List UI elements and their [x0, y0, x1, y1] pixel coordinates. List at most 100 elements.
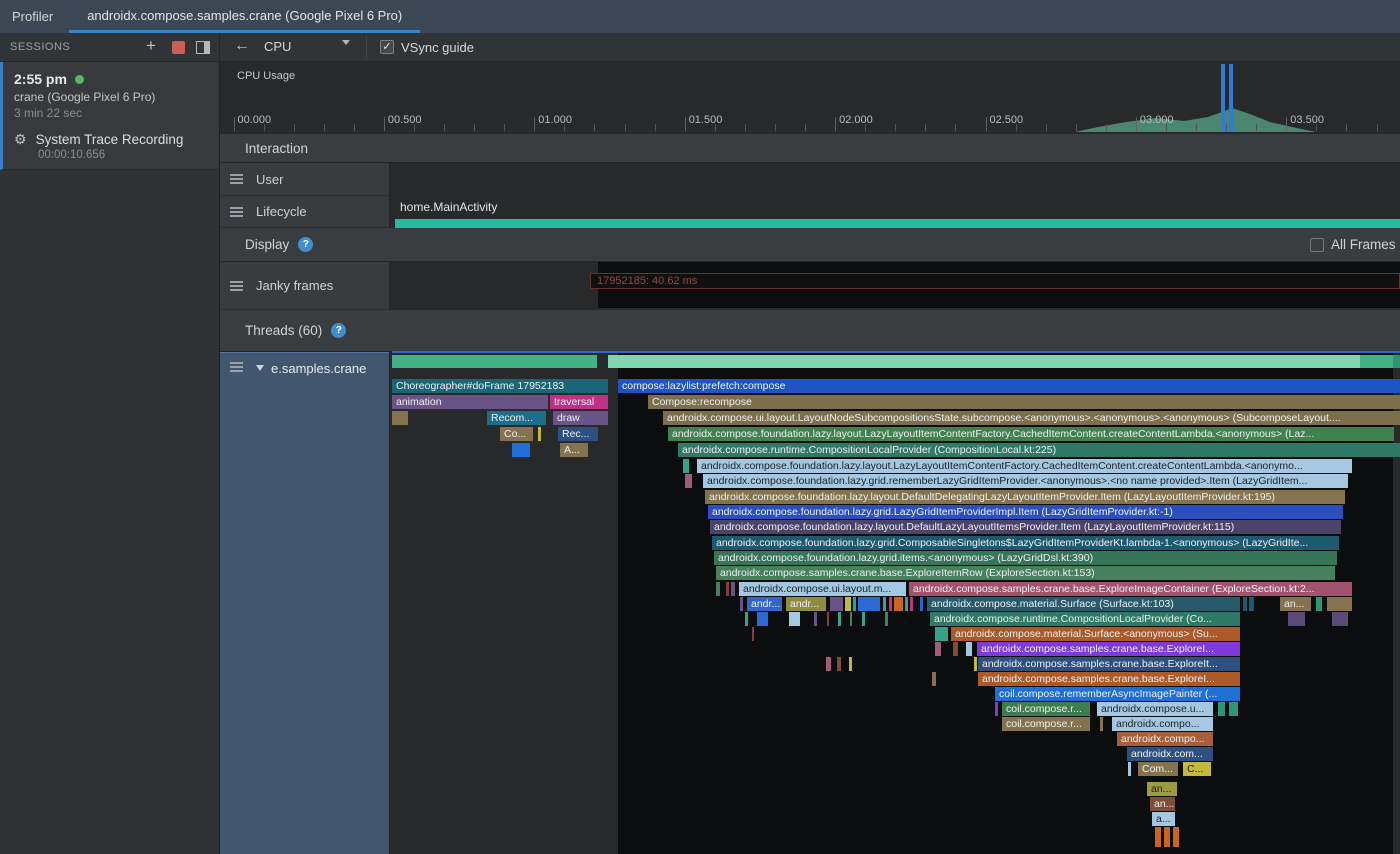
trace-span[interactable]: an...	[1280, 597, 1311, 611]
trace-span[interactable]	[920, 597, 923, 611]
trace-span[interactable]	[731, 582, 735, 596]
stop-recording-icon[interactable]	[172, 41, 185, 54]
trace-span[interactable]: androidx.compose.samples.crane.base.Expl…	[978, 657, 1240, 671]
selection-handle[interactable]	[1229, 64, 1233, 131]
trace-span[interactable]: androidx.compose.foundation.lazy.grid.Co…	[712, 536, 1339, 550]
selection-handle[interactable]	[1221, 64, 1225, 131]
trace-span[interactable]: androidx.compose.samples.crane.base.Expl…	[977, 642, 1240, 656]
section-threads[interactable]: Threads (60) ?	[220, 310, 1400, 352]
trace-span[interactable]	[685, 474, 692, 488]
trace-span[interactable]: C...	[1183, 762, 1211, 776]
trace-span[interactable]	[789, 612, 800, 626]
trace-span[interactable]	[1327, 597, 1352, 611]
lifecycle-event-bar[interactable]	[395, 219, 1400, 228]
trace-span[interactable]: traversal	[550, 395, 608, 409]
lifecycle-track-label[interactable]: Lifecycle	[220, 196, 390, 228]
drag-handle-icon[interactable]	[230, 284, 243, 287]
collapse-thread-icon[interactable]	[256, 365, 264, 371]
vsync-checkbox[interactable]: ✓	[380, 40, 394, 54]
help-icon[interactable]: ?	[331, 323, 347, 338]
trace-span[interactable]	[1164, 827, 1170, 847]
trace-span[interactable]: androidx.compose.foundation.lazy.layout.…	[668, 427, 1394, 441]
janky-frame-bar[interactable]: 17952185: 40.62 ms	[590, 273, 1400, 289]
trace-span[interactable]	[512, 443, 530, 457]
trace-span[interactable]: androidx.compose.foundation.lazy.layout.…	[697, 459, 1352, 473]
trace-span[interactable]: androidx.compose.material.Surface.<anony…	[951, 627, 1240, 641]
trace-span[interactable]: Recom...	[487, 411, 546, 425]
trace-span[interactable]	[838, 612, 841, 626]
add-session-icon[interactable]: +	[146, 36, 156, 55]
trace-span[interactable]: coil.compose.r...	[1002, 702, 1090, 716]
trace-span[interactable]	[392, 411, 408, 425]
trace-span[interactable]	[935, 642, 941, 656]
trace-span[interactable]: coil.compose.r...	[1002, 717, 1090, 731]
help-icon[interactable]: ?	[298, 237, 314, 252]
drag-handle-icon[interactable]	[230, 366, 243, 368]
session-item[interactable]: 2:55 pm crane (Google Pixel 6 Pro) 3 min…	[0, 62, 219, 170]
trace-span[interactable]	[995, 702, 998, 716]
recording-item[interactable]: ⚙ System Trace Recording	[14, 131, 209, 148]
trace-span[interactable]: compose:lazylist:prefetch:compose	[618, 379, 1400, 393]
trace-span[interactable]: Com...	[1138, 762, 1178, 776]
trace-span[interactable]: androidx.compose.samples.crane.base.Expl…	[716, 566, 1335, 580]
cpu-usage-track[interactable]: CPU Usage	[220, 62, 1400, 135]
trace-span[interactable]	[935, 627, 948, 641]
trace-span[interactable]: an...	[1147, 782, 1177, 796]
trace-span[interactable]	[538, 427, 541, 441]
user-track-area[interactable]	[390, 163, 1400, 196]
trace-span[interactable]	[910, 597, 913, 611]
trace-span[interactable]: Choreographer#doFrame 17952183	[392, 379, 608, 393]
trace-span[interactable]: A...	[560, 443, 588, 457]
trace-span[interactable]	[716, 582, 720, 596]
trace-span[interactable]	[932, 672, 936, 686]
trace-span[interactable]	[1218, 702, 1225, 716]
trace-span[interactable]	[1249, 597, 1254, 611]
trace-span[interactable]	[889, 597, 892, 611]
trace-span[interactable]: Compose:recompose	[648, 395, 1400, 409]
tab-session[interactable]: androidx.compose.samples.crane (Google P…	[69, 0, 421, 33]
trace-span[interactable]	[837, 657, 841, 671]
trace-span[interactable]	[1229, 702, 1238, 716]
trace-span[interactable]	[894, 597, 903, 611]
trace-span[interactable]	[905, 597, 908, 611]
drag-handle-icon[interactable]	[230, 178, 243, 180]
trace-span[interactable]	[826, 657, 831, 671]
trace-span[interactable]	[862, 612, 865, 626]
section-interaction[interactable]: Interaction	[220, 135, 1400, 163]
trace-span[interactable]: androidx.compose.foundation.lazy.grid.re…	[703, 474, 1348, 488]
trace-span[interactable]	[966, 642, 972, 656]
trace-span[interactable]	[683, 459, 689, 473]
trace-span[interactable]: androidx.compose.foundation.lazy.layout.…	[710, 520, 1341, 534]
trace-span[interactable]	[853, 597, 856, 611]
trace-span[interactable]	[740, 597, 743, 611]
trace-span[interactable]	[1332, 612, 1348, 626]
trace-span[interactable]	[745, 612, 748, 626]
user-track-label[interactable]: User	[220, 163, 390, 196]
trace-span[interactable]: Rec...	[558, 427, 598, 441]
chevron-down-icon[interactable]	[342, 40, 350, 45]
trace-span[interactable]: an...	[1150, 797, 1175, 811]
section-display[interactable]: Display ? All Frames	[220, 228, 1400, 262]
trace-span[interactable]: androidx.compo...	[1112, 717, 1213, 731]
trace-span[interactable]: Co...	[500, 427, 533, 441]
trace-span[interactable]: androidx.compose.foundation.lazy.grid.La…	[708, 505, 1343, 519]
trace-span[interactable]	[752, 627, 754, 641]
trace-span[interactable]: androidx.compose.ui.layout.LayoutNodeSub…	[663, 411, 1400, 425]
trace-span[interactable]: androidx.compose.material.Surface (Surfa…	[927, 597, 1240, 611]
collapse-panel-icon[interactable]	[196, 41, 210, 54]
trace-span[interactable]	[726, 582, 729, 596]
trace-span[interactable]	[953, 642, 958, 656]
trace-span[interactable]: andr...	[747, 597, 782, 611]
trace-span[interactable]: animation	[392, 395, 548, 409]
trace-span[interactable]: androidx.compose.u...	[1097, 702, 1213, 716]
trace-span[interactable]	[1128, 762, 1131, 776]
janky-track-label[interactable]: Janky frames	[220, 262, 390, 310]
trace-span[interactable]: coil.compose.rememberAsyncImagePainter (…	[995, 687, 1240, 701]
trace-span[interactable]: androidx.compose.ui.layout.m...	[739, 582, 906, 596]
trace-span[interactable]	[845, 597, 851, 611]
trace-span[interactable]	[827, 612, 829, 626]
trace-span[interactable]	[1243, 597, 1247, 611]
trace-span[interactable]: androidx.compose.samples.crane.base.Expl…	[909, 582, 1352, 596]
process-dropdown[interactable]: CPU	[264, 39, 292, 54]
trace-span[interactable]	[885, 612, 888, 626]
